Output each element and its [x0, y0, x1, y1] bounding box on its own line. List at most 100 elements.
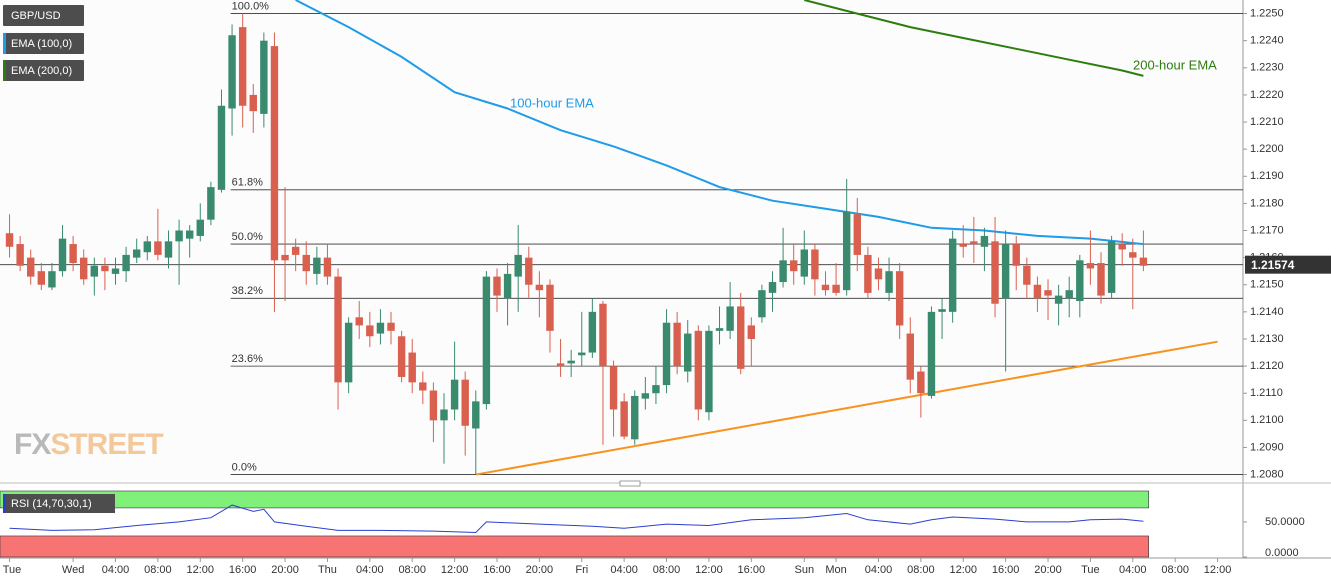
x-tick-label: Tue — [3, 564, 22, 576]
candle-body — [546, 284, 554, 331]
x-tick-label: Wed — [62, 564, 84, 576]
candle-body — [1097, 263, 1105, 296]
price-tag-label: 1.21574 — [1251, 258, 1295, 272]
y-tick-label: 1.2080 — [1250, 468, 1284, 480]
x-tick-label: 20:00 — [271, 564, 299, 576]
x-tick-label: 12:00 — [695, 564, 723, 576]
candle-body — [800, 249, 809, 277]
candle-body — [631, 395, 639, 440]
candle-body — [556, 363, 565, 367]
rsi-oversold-band — [0, 535, 1149, 558]
candle-body — [917, 371, 925, 394]
candle-body — [270, 46, 279, 261]
y-tick-label: 1.2170 — [1250, 224, 1284, 236]
candle-body — [737, 306, 745, 369]
candle-body — [514, 254, 522, 277]
x-tick-label: 04:00 — [610, 564, 638, 576]
candle-body — [747, 325, 756, 339]
candle-body — [758, 290, 766, 318]
y-tick-label: 1.2210 — [1250, 116, 1284, 128]
candle-body — [1129, 252, 1137, 258]
candle-body — [16, 244, 24, 266]
y-tick-label: 1.2180 — [1250, 197, 1284, 209]
candle-body — [196, 219, 204, 236]
x-tick-label: Mon — [825, 564, 846, 576]
fib-label: 38.2% — [232, 285, 263, 297]
candle-body — [482, 276, 491, 405]
candle-body — [101, 265, 109, 272]
candle-body — [673, 322, 681, 367]
lines-layer: 100-hour EMA 200-hour EMA — [295, 0, 1218, 476]
fib-label: 100.0% — [232, 0, 270, 12]
y-tick-label: 1.2240 — [1250, 35, 1284, 47]
price-panel — [0, 0, 1243, 480]
watermark-fx: FX — [14, 428, 51, 461]
candle-body — [472, 401, 480, 429]
candle-body — [344, 322, 353, 383]
candle-body — [291, 246, 300, 255]
y-tick-label: 1.2220 — [1250, 89, 1284, 101]
candle-body — [864, 254, 872, 293]
rsi-legend-label: RSI (14,70,30,1) — [11, 498, 92, 510]
rsi-line — [9, 504, 1144, 534]
ema-annotation: 200-hour EMA — [1133, 57, 1217, 72]
candle-body — [599, 303, 607, 367]
candle-body — [143, 241, 152, 253]
candle-body — [111, 268, 120, 274]
legend-box — [3, 33, 84, 54]
candle-body — [419, 382, 427, 391]
candle-body — [906, 333, 914, 380]
candle-body — [1076, 260, 1084, 302]
candle-body — [715, 328, 724, 331]
candle-body — [1118, 244, 1126, 250]
legend-box — [3, 60, 84, 81]
rsi-overbought-band — [0, 490, 1149, 509]
y-tick-label: 1.2090 — [1250, 441, 1284, 453]
candle-body — [684, 333, 692, 372]
x-tick-label: 16:00 — [992, 564, 1020, 576]
fib-label: 50.0% — [232, 231, 263, 243]
candle-body — [768, 282, 777, 293]
price-tag: 1.21574 — [1245, 255, 1331, 274]
y-tick-label: 1.2110 — [1250, 387, 1283, 399]
x-tick-label: 04:00 — [102, 564, 130, 576]
candle-body — [535, 284, 544, 291]
x-tick-label: 08:00 — [907, 564, 935, 576]
candle-body — [302, 254, 310, 272]
candle-body — [5, 233, 14, 247]
candle-body — [313, 257, 321, 274]
candle-body — [1139, 257, 1148, 266]
candle-body — [440, 409, 448, 421]
candle-body — [970, 241, 978, 245]
candle-body — [238, 27, 247, 106]
candle-body — [366, 325, 374, 337]
x-tick-label: 08:00 — [1161, 564, 1189, 576]
candle-body — [1086, 263, 1095, 269]
legend-swatch — [3, 33, 6, 54]
x-tick-label: 20:00 — [1034, 564, 1062, 576]
candle-body — [821, 284, 830, 291]
x-tick-label: Fri — [575, 564, 588, 576]
legend-swatch — [3, 60, 6, 81]
candle-body — [588, 311, 597, 353]
candle-body — [811, 249, 819, 280]
candle-body — [927, 311, 936, 396]
x-tick-label: 08:00 — [398, 564, 426, 576]
watermark: FXSTREET — [14, 428, 163, 461]
y-tick-label: 1.2140 — [1250, 306, 1284, 318]
candle-body — [1001, 244, 1010, 299]
candle-body — [132, 249, 141, 258]
x-tick-label: Thu — [318, 564, 337, 576]
y-tick-label: 1.2230 — [1250, 62, 1284, 74]
x-tick-label: 12:00 — [1204, 564, 1232, 576]
candle-body — [620, 401, 628, 437]
trend-line — [475, 340, 1218, 476]
x-tick-label: Sun — [795, 564, 815, 576]
candle-body — [228, 35, 236, 109]
x-tick-label: 16:00 — [738, 564, 766, 576]
legend-layer: GBP/USD EMA (100,0) EMA (200,0) — [3, 5, 84, 81]
candle-body — [938, 309, 946, 312]
candle-body — [705, 330, 713, 413]
ema-line — [295, 0, 1144, 246]
candle-body — [323, 257, 332, 277]
